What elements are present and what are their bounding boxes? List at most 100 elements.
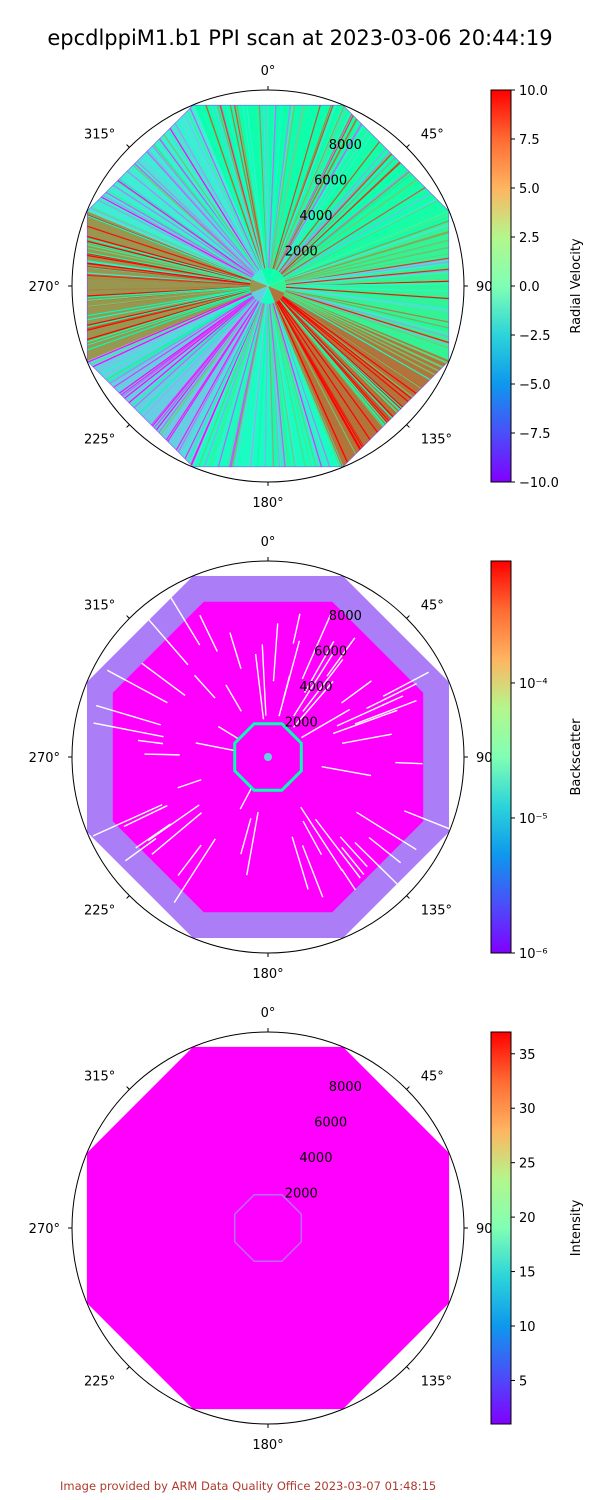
velocity-streak <box>72 290 251 361</box>
theta-tick <box>406 144 410 148</box>
theta-tick-label: 315° <box>84 598 115 613</box>
velocity-streak <box>284 180 464 280</box>
velocity-streak <box>72 292 252 393</box>
missing-streak <box>240 818 252 855</box>
theta-tick-label: 0° <box>261 64 276 79</box>
missing-streak <box>404 810 451 830</box>
velocity-streak <box>273 302 351 482</box>
missing-streak <box>342 733 392 745</box>
velocity-streak <box>285 286 464 305</box>
colorbar-gradient <box>490 1031 512 1425</box>
velocity-streak <box>283 168 464 279</box>
missing-streak <box>194 674 216 699</box>
velocity-streak <box>181 302 263 482</box>
colorbar-tick-label: 0.0 <box>519 280 540 295</box>
velocity-streak <box>273 90 360 270</box>
r-tick-label: 4000 <box>299 209 332 224</box>
colorbar-tick-label: −2.5 <box>519 329 551 344</box>
velocity-streak <box>165 302 262 482</box>
velocity-streak <box>72 291 252 374</box>
missing-streak <box>225 684 242 712</box>
velocity-streak <box>153 90 261 271</box>
r-tick-label: 2000 <box>285 716 318 731</box>
missing-streak <box>341 846 365 875</box>
velocity-streak <box>285 287 464 319</box>
missing-streak <box>95 704 161 726</box>
velocity-streak <box>162 302 262 482</box>
colorbar-tick-label: 10⁻⁵ <box>519 812 548 827</box>
colorbar-gradient <box>490 560 512 954</box>
missing-streak <box>92 804 163 837</box>
outside-scan-mask <box>72 561 464 953</box>
velocity-streak <box>72 257 251 285</box>
theta-tick-label: 315° <box>84 127 115 142</box>
backscatter-center <box>264 753 272 761</box>
velocity-streak <box>72 288 251 338</box>
missing-streak <box>395 761 423 765</box>
velocity-streak <box>284 293 464 397</box>
r-tick-label: 8000 <box>329 1080 362 1095</box>
velocity-streak <box>268 90 290 269</box>
theta-tick-label: 135° <box>421 433 452 448</box>
velocity-streak <box>72 253 251 285</box>
velocity-streak <box>269 90 301 269</box>
missing-streak <box>341 868 356 891</box>
theta-tick-label: 225° <box>84 433 115 448</box>
velocity-streak <box>193 303 264 482</box>
missing-streak <box>124 837 157 862</box>
missing-streak <box>354 842 404 891</box>
missing-streak <box>356 811 417 851</box>
plot-area <box>72 90 464 482</box>
missing-streak <box>282 675 291 701</box>
velocity-streak <box>72 286 251 304</box>
theta-tick-label: 270° <box>29 280 60 295</box>
velocity-streak <box>221 303 266 482</box>
colorbar-tick-label: 20 <box>519 1211 536 1226</box>
intensity-ring <box>233 1193 303 1263</box>
velocity-streak <box>261 90 269 269</box>
theta-tick-label: 135° <box>421 1375 452 1390</box>
plot-area <box>86 1046 450 1410</box>
colorbar-tick-label: 5 <box>519 1374 527 1389</box>
velocity-streak <box>158 90 262 270</box>
velocity-streak <box>72 289 251 344</box>
velocity-streak <box>285 290 464 358</box>
velocity-streak <box>285 253 464 285</box>
colorbar-label: Backscatter <box>569 718 584 796</box>
velocity-streak <box>176 90 263 270</box>
colorbar-gradient <box>490 89 512 483</box>
velocity-streak <box>284 291 464 371</box>
theta-tick <box>126 1086 130 1090</box>
colorbar-tick-label: −10.0 <box>519 476 559 491</box>
colorbar-tick-label: −7.5 <box>519 427 551 442</box>
velocity-streak <box>214 90 265 269</box>
theta-tick <box>126 144 130 148</box>
r-tick-label: 2000 <box>285 245 318 260</box>
missing-streak <box>93 722 164 738</box>
velocity-streak <box>272 303 340 482</box>
colorbar-tick-label: 10 <box>519 1320 536 1335</box>
plot-area <box>72 561 464 953</box>
missing-streak <box>135 823 171 849</box>
r-tick-label: 6000 <box>314 174 347 189</box>
missing-streak <box>332 709 398 735</box>
missing-streak <box>301 845 324 898</box>
velocity-streak <box>285 224 464 283</box>
velocity-streak <box>252 303 268 482</box>
theta-tick-label: 0° <box>261 535 276 550</box>
velocity-streak <box>270 90 319 269</box>
colorbar: 10⁻⁴ 10⁻⁵ 10⁻⁶ Backscatter <box>490 560 584 962</box>
velocity-streak <box>213 303 265 482</box>
velocity-streak <box>237 90 267 269</box>
velocity-streak <box>72 291 252 368</box>
colorbar-tick-label: 5.0 <box>519 182 540 197</box>
velocity-streak <box>72 287 251 316</box>
missing-streak <box>321 765 372 777</box>
velocity-streak <box>198 303 264 482</box>
r-tick-label: 6000 <box>314 1116 347 1131</box>
missing-streak <box>123 804 168 828</box>
velocity-sector <box>72 90 268 286</box>
velocity-streak <box>163 90 262 270</box>
velocity-streak <box>285 287 464 323</box>
velocity-streak <box>200 90 264 269</box>
